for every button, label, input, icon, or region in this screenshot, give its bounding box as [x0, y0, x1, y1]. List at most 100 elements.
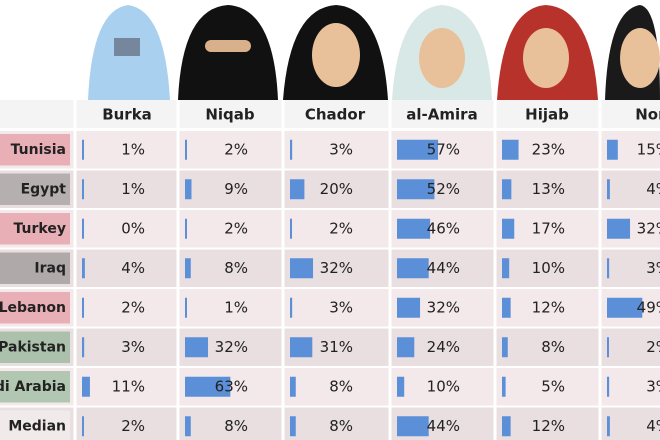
value-label: 9% [224, 180, 248, 198]
value-label: 11% [112, 377, 145, 395]
row-flag [0, 213, 70, 245]
bar [290, 416, 296, 437]
value-label: 32% [427, 298, 460, 316]
value-label: 32% [215, 338, 248, 356]
value-label: 63% [215, 377, 248, 395]
row-flag [0, 292, 70, 324]
bar [185, 139, 187, 160]
bar [607, 376, 610, 397]
bar [290, 139, 293, 160]
bar [607, 218, 631, 239]
row-band [0, 131, 660, 169]
bar [82, 179, 84, 200]
value-label: 2% [224, 219, 248, 237]
value-label: 4% [646, 417, 660, 435]
value-label: 8% [329, 377, 353, 395]
bar [290, 376, 296, 397]
value-label: 57% [427, 140, 460, 158]
value-label: 24% [427, 338, 460, 356]
row-label: di Arabia [0, 379, 66, 395]
value-label: 4% [646, 180, 660, 198]
bar [185, 258, 191, 279]
bar [502, 416, 511, 437]
bar [82, 139, 84, 160]
bar [502, 179, 512, 200]
value-label: 12% [532, 298, 565, 316]
bar [607, 416, 610, 437]
bar [397, 179, 435, 200]
bar [397, 258, 429, 279]
bar [290, 179, 305, 200]
column-header: Burka [102, 106, 152, 124]
value-label: 44% [427, 259, 460, 277]
row-label: Turkey [14, 221, 66, 237]
value-label: 31% [320, 338, 353, 356]
value-label: 8% [224, 417, 248, 435]
row-flag [0, 173, 70, 205]
value-label: 4% [121, 259, 145, 277]
value-label: 32% [320, 259, 353, 277]
value-label: 1% [121, 140, 145, 158]
bar [607, 139, 618, 160]
column-header: al-Amira [406, 106, 477, 124]
row-band [0, 170, 660, 208]
bar [290, 337, 313, 358]
bar [607, 297, 643, 318]
bar [397, 218, 431, 239]
value-label: 20% [320, 180, 353, 198]
row-flag [0, 331, 70, 363]
value-label: 46% [427, 219, 460, 237]
row-label: Lebanon [0, 300, 66, 316]
bar [82, 416, 84, 437]
row-band [0, 407, 660, 440]
row-label: Egypt [21, 181, 67, 197]
value-label: 2% [121, 298, 145, 316]
row-band [0, 210, 660, 248]
row-flag [0, 252, 70, 284]
value-label: 3% [329, 140, 353, 158]
value-label: 15% [637, 140, 660, 158]
row-flag [0, 410, 70, 440]
bar [397, 376, 405, 397]
bar [82, 297, 84, 318]
value-label: 2% [121, 417, 145, 435]
column-header: Non [635, 106, 660, 124]
value-label: 2% [224, 140, 248, 158]
value-label: 32% [637, 219, 660, 237]
bar [82, 337, 85, 358]
value-label: 3% [329, 298, 353, 316]
value-label: 3% [121, 338, 145, 356]
row-label: Tunisia [11, 142, 66, 158]
bar [290, 297, 293, 318]
bar [82, 218, 84, 239]
value-label: 8% [541, 338, 565, 356]
row-band [0, 289, 660, 327]
bar [82, 258, 85, 279]
value-label: 3% [646, 377, 660, 395]
bar [607, 179, 610, 200]
column-header: Hijab [525, 106, 569, 124]
bar [502, 337, 508, 358]
column-header: Chador [305, 106, 366, 124]
bar [607, 337, 609, 358]
value-label: 5% [541, 377, 565, 395]
header-band [0, 100, 660, 128]
bar [397, 337, 415, 358]
faces [88, 5, 660, 100]
bar [502, 258, 510, 279]
value-label: 8% [329, 417, 353, 435]
bar [290, 218, 292, 239]
value-label: 52% [427, 180, 460, 198]
value-label: 17% [532, 219, 565, 237]
bar [185, 416, 191, 437]
bar [185, 376, 231, 397]
value-label: 44% [427, 417, 460, 435]
row-band [0, 368, 660, 406]
value-label: 1% [121, 180, 145, 198]
value-label: 10% [427, 377, 460, 395]
row-band [0, 328, 660, 366]
value-label: 2% [646, 338, 660, 356]
bar [397, 139, 439, 160]
value-label: 1% [224, 298, 248, 316]
